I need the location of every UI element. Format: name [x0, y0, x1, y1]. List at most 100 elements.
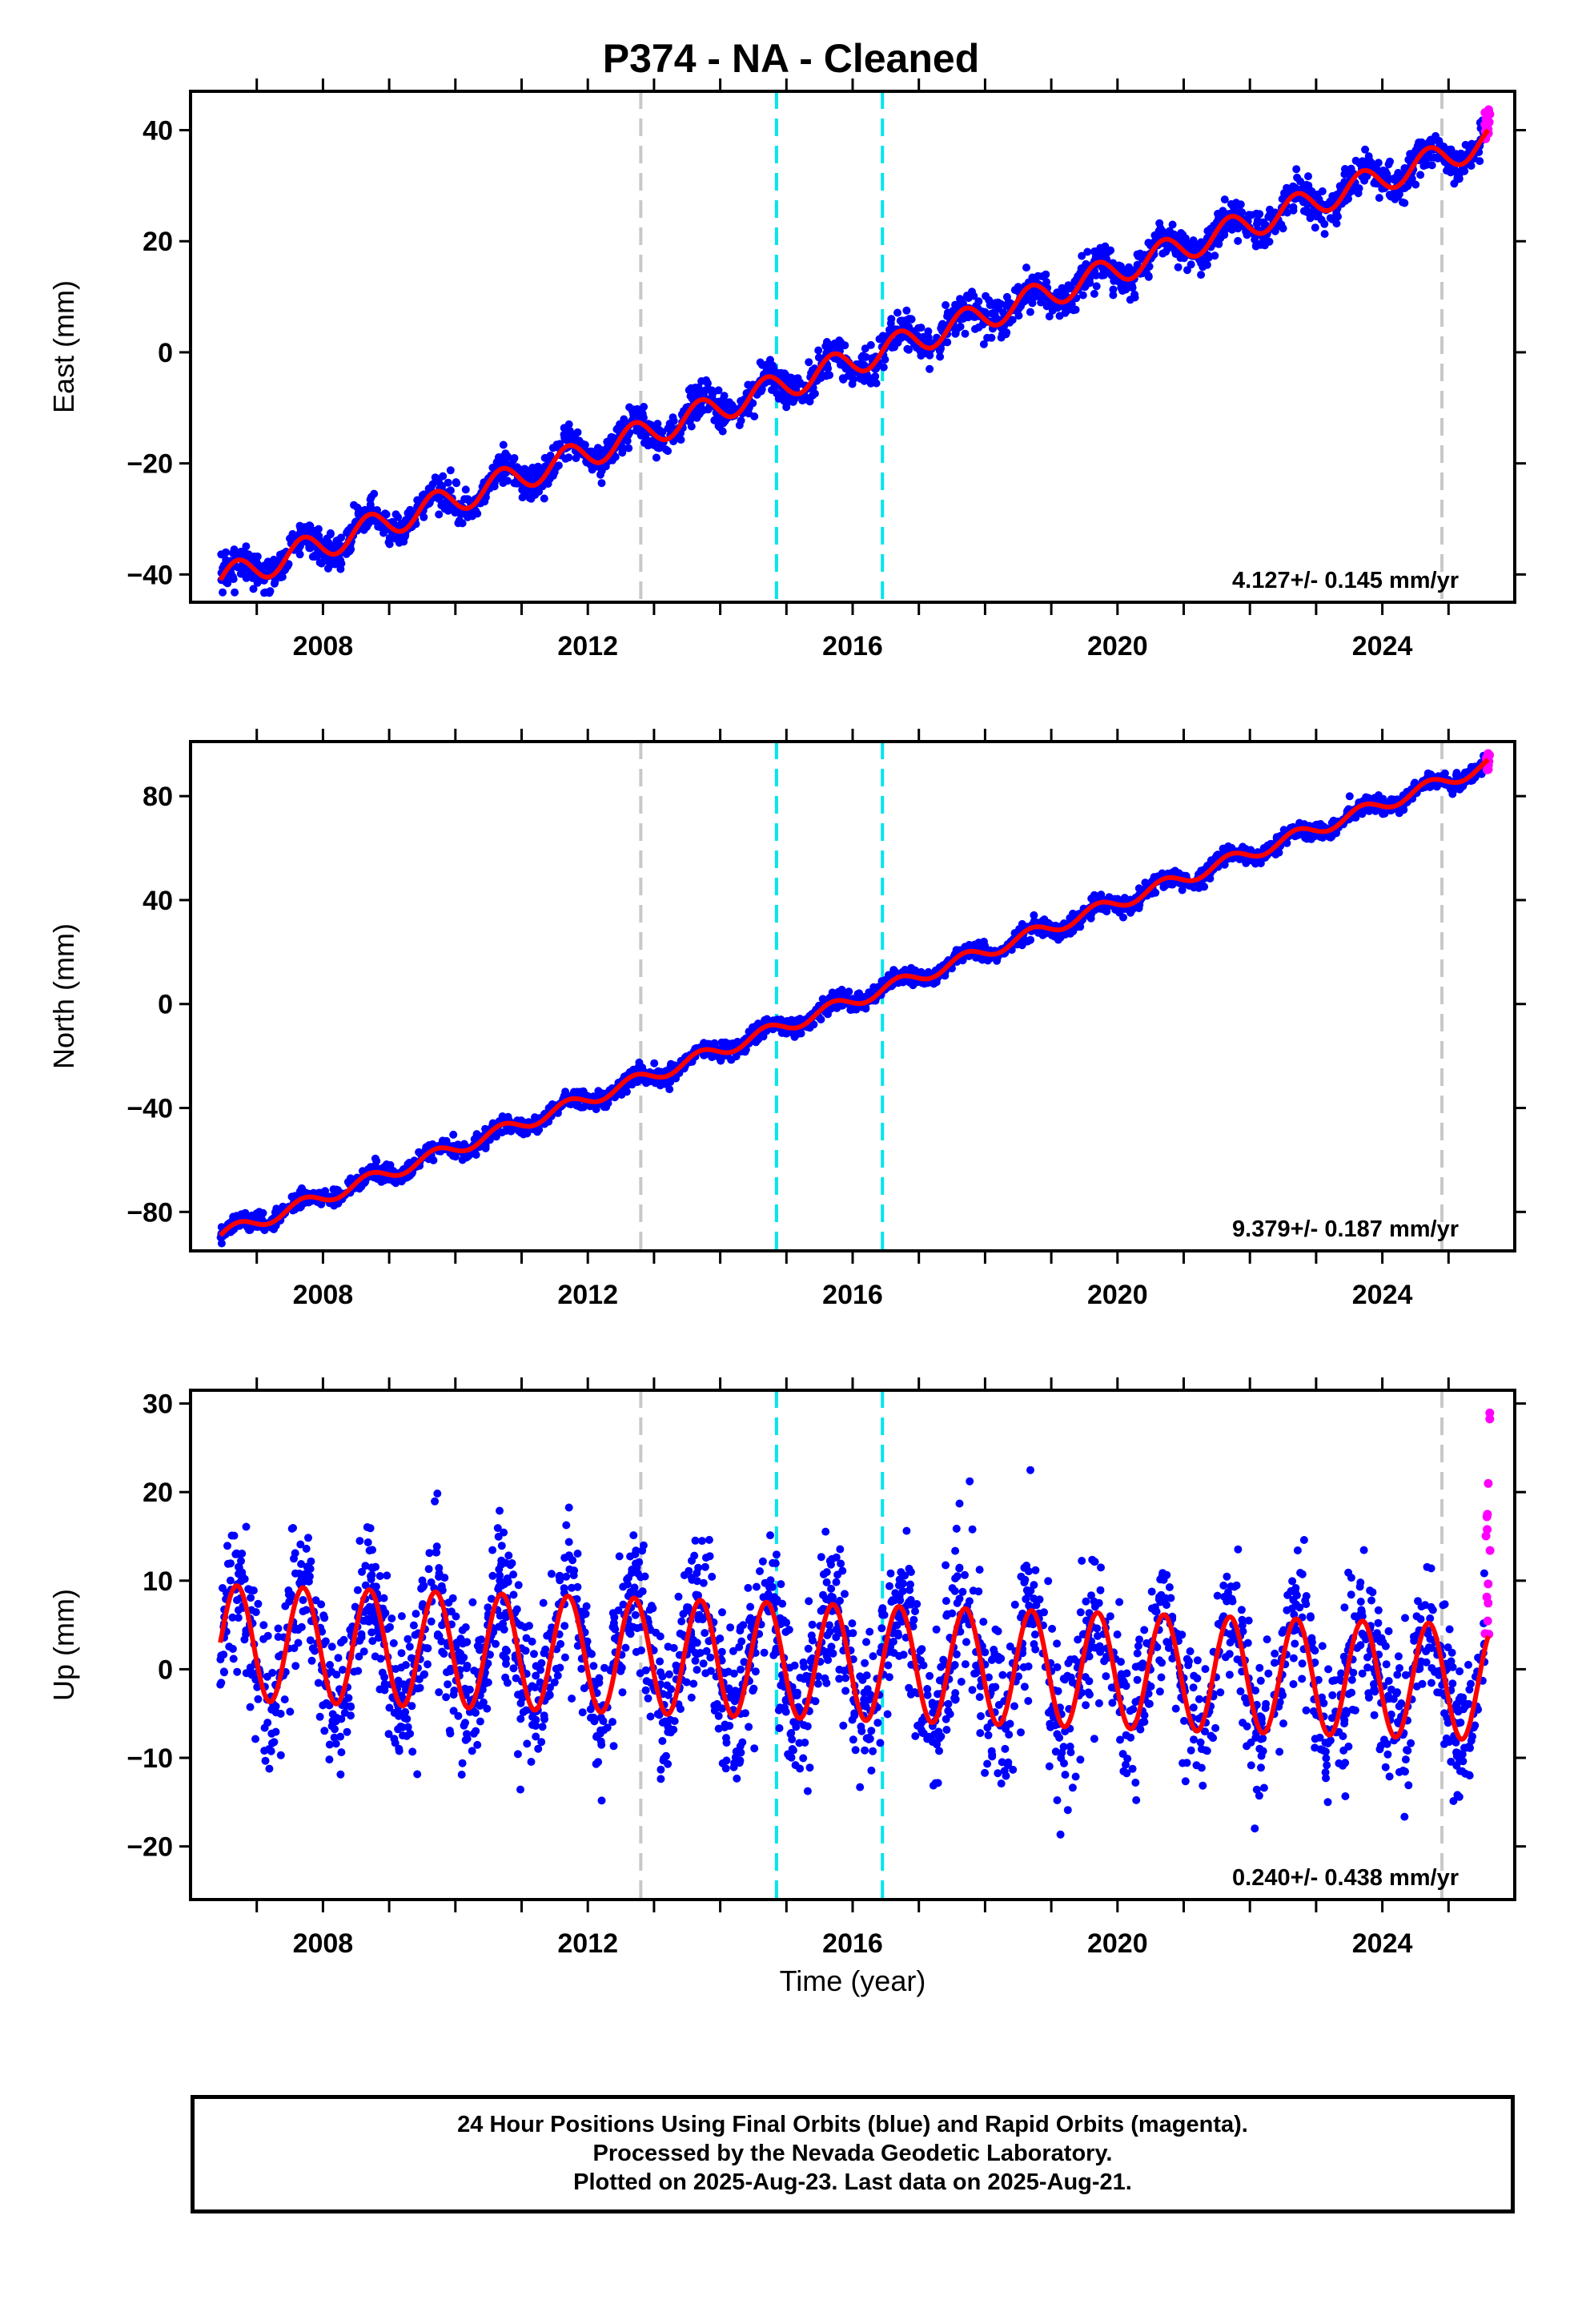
final-position-point	[735, 421, 744, 429]
y-tick-label: 0	[158, 990, 173, 1020]
final-position-point	[956, 295, 964, 304]
final-position-point	[994, 298, 1002, 307]
final-position-point	[1374, 159, 1383, 167]
final-position-point	[1211, 251, 1219, 260]
final-position-point	[1306, 214, 1315, 223]
final-position-point	[943, 312, 952, 320]
final-position-point	[938, 321, 946, 330]
final-position-point	[1078, 251, 1086, 260]
final-position-point	[1010, 286, 1019, 295]
final-position-point	[917, 324, 926, 332]
final-position-point	[1174, 263, 1182, 271]
final-position-point	[1064, 281, 1073, 290]
final-position-point	[366, 495, 375, 504]
final-position-point	[518, 493, 527, 502]
final-position-point	[1345, 792, 1354, 801]
final-position-point	[1318, 187, 1327, 195]
final-position-point	[347, 545, 355, 553]
final-position-point	[861, 352, 870, 361]
final-position-point	[623, 436, 632, 445]
final-position-point	[363, 522, 371, 531]
rapid-position-point	[1485, 110, 1495, 119]
final-position-point	[260, 1226, 269, 1235]
final-position-point	[814, 346, 823, 355]
final-position-point	[1109, 285, 1118, 294]
rapid-position-point	[1483, 765, 1492, 774]
final-position-point	[1326, 214, 1335, 223]
y-tick-label: 80	[143, 782, 173, 812]
final-position-point	[1416, 171, 1425, 179]
final-position-point	[1014, 312, 1023, 320]
final-position-point	[881, 356, 889, 364]
final-position-point	[982, 292, 990, 300]
final-position-point	[744, 380, 753, 389]
final-position-point	[249, 585, 258, 593]
final-position-point	[1083, 247, 1092, 256]
final-position-point	[1134, 904, 1143, 913]
final-position-point	[576, 1103, 585, 1112]
final-position-point	[1238, 208, 1247, 217]
final-position-point	[1476, 157, 1484, 166]
final-position-point	[498, 1128, 506, 1137]
final-position-point	[1235, 855, 1244, 863]
final-position-point	[1448, 790, 1457, 798]
final-position-point	[473, 509, 482, 518]
final-position-point	[1162, 241, 1171, 250]
final-position-point	[452, 478, 460, 487]
final-position-point	[246, 571, 255, 580]
x-tick-label: 2020	[1087, 631, 1148, 661]
final-position-point	[527, 494, 536, 503]
y-tick-label: −40	[126, 1094, 173, 1124]
final-position-point	[219, 588, 227, 597]
x-tick-label: 2016	[822, 1280, 883, 1310]
final-position-point	[718, 427, 727, 436]
final-position-point	[229, 575, 238, 584]
final-position-point	[613, 424, 622, 432]
final-position-point	[1255, 210, 1264, 219]
final-position-point	[905, 345, 913, 354]
final-position-point	[1165, 227, 1174, 235]
final-position-point	[499, 479, 508, 488]
final-position-point	[1400, 199, 1409, 207]
final-position-point	[1099, 905, 1108, 914]
final-position-point	[926, 351, 934, 360]
final-position-point	[1387, 192, 1395, 201]
final-position-point	[1304, 172, 1312, 181]
final-position-point	[1379, 810, 1387, 818]
x-tick-label: 2008	[293, 631, 354, 661]
final-position-point	[763, 1015, 771, 1023]
final-position-point	[1234, 236, 1243, 245]
final-position-point	[849, 375, 857, 384]
final-position-point	[1195, 883, 1203, 892]
final-position-point	[1134, 252, 1142, 261]
final-position-point	[791, 375, 800, 384]
final-position-point	[391, 510, 400, 519]
final-position-point	[628, 406, 636, 415]
final-position-point	[1028, 299, 1037, 308]
final-position-point	[230, 545, 239, 554]
final-position-point	[1366, 157, 1375, 166]
final-position-point	[597, 479, 606, 488]
final-position-point	[237, 549, 245, 557]
final-position-point	[936, 352, 945, 361]
final-position-point	[354, 509, 363, 517]
final-position-point	[635, 1058, 644, 1067]
final-position-point	[983, 333, 992, 342]
final-position-point	[902, 306, 911, 315]
final-position-point	[444, 478, 452, 487]
final-position-point	[532, 487, 540, 496]
final-position-point	[861, 344, 869, 353]
final-position-point	[769, 361, 777, 370]
final-position-point	[704, 379, 712, 388]
final-position-point	[1253, 216, 1262, 225]
final-position-point	[1092, 282, 1101, 291]
velocity-label: 9.379+/- 0.187 mm/yr	[1232, 1216, 1459, 1242]
final-position-point	[263, 557, 272, 566]
final-position-point	[540, 494, 548, 503]
final-position-point	[1347, 164, 1355, 173]
final-position-point	[837, 985, 846, 994]
final-position-point	[1166, 880, 1175, 889]
